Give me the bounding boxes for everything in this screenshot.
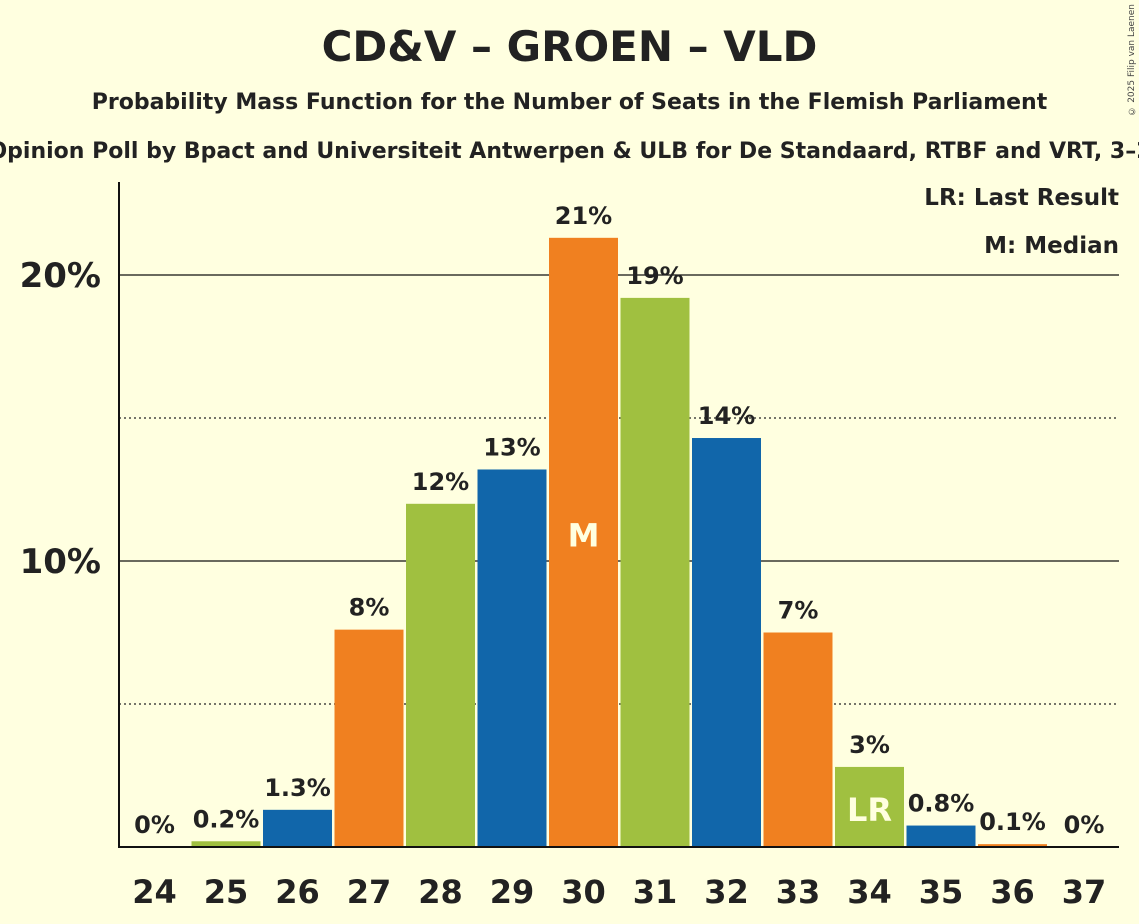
data-label: 0.2% [193, 805, 260, 833]
bar [191, 841, 261, 847]
bar [549, 237, 618, 847]
data-label: 0% [1064, 811, 1105, 839]
chart-title: CD&V – GROEN – VLD [321, 22, 818, 71]
y-tick-label: 10% [20, 542, 101, 582]
data-label: 3% [849, 731, 890, 759]
data-label: 14% [698, 402, 755, 430]
bar-marker: M [568, 517, 600, 555]
data-label: 0.1% [979, 808, 1046, 836]
x-tick-label: 28 [418, 873, 463, 911]
chart-source: Opinion Poll by Bpact and Universiteit A… [0, 139, 1139, 164]
x-tick-label: 36 [990, 873, 1035, 911]
bar [263, 809, 332, 847]
x-tick-label: 24 [132, 873, 177, 911]
x-tick-label: 31 [633, 873, 678, 911]
data-label: 7% [778, 597, 819, 625]
y-tick-label: 20% [20, 256, 101, 296]
x-tick-label: 26 [275, 873, 320, 911]
bar-marker: LR [847, 791, 892, 829]
legend-last-result: LR: Last Result [924, 185, 1119, 211]
data-label: 12% [412, 468, 469, 496]
x-tick-label: 37 [1062, 873, 1107, 911]
data-label: 8% [349, 594, 390, 622]
bar [835, 766, 904, 847]
chart-subtitle: Probability Mass Function for the Number… [91, 90, 1048, 115]
x-tick-label: 32 [704, 873, 749, 911]
bar [477, 469, 547, 847]
x-tick-label: 27 [347, 873, 392, 911]
data-label: 1.3% [264, 774, 331, 802]
x-tick-label: 35 [919, 873, 964, 911]
bar [978, 844, 1047, 847]
data-label: 0% [134, 811, 175, 839]
bar [406, 503, 475, 847]
x-tick-label: 29 [490, 873, 535, 911]
x-tick-label: 30 [561, 873, 606, 911]
data-label: 13% [483, 433, 540, 461]
data-label: 0.8% [908, 790, 975, 818]
x-tick-label: 34 [847, 873, 892, 911]
data-label: 21% [555, 202, 612, 230]
x-tick-label: 25 [204, 873, 249, 911]
bar [692, 438, 761, 847]
bar [334, 629, 404, 847]
bar [763, 632, 833, 847]
bar [620, 297, 690, 847]
bar [906, 825, 976, 847]
legend-median: M: Median [984, 233, 1119, 259]
data-label: 19% [626, 262, 683, 290]
x-tick-label: 33 [776, 873, 821, 911]
